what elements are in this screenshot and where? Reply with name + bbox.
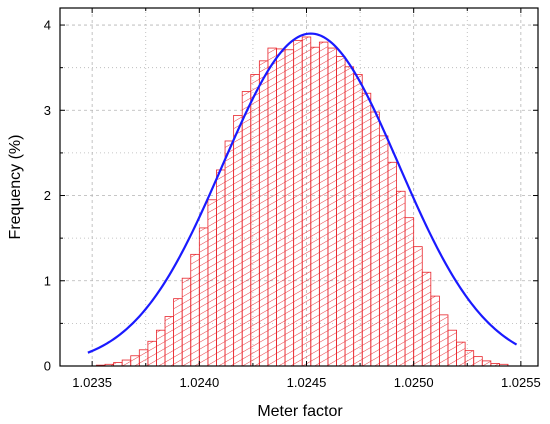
histogram-bar: [404, 217, 415, 367]
histogram-bar: [378, 135, 389, 367]
histogram-bar: [413, 246, 423, 367]
x-tick-label: 1.0245: [287, 375, 327, 390]
histogram-bar: [121, 359, 132, 367]
x-axis-title: Meter factor: [257, 403, 343, 420]
histogram-bar: [224, 140, 235, 367]
histogram-bar: [130, 355, 140, 367]
histogram-bar: [258, 60, 269, 367]
y-tick-label: 4: [44, 18, 51, 33]
x-tick-label: 1.0250: [394, 375, 434, 390]
histogram-bar: [361, 92, 372, 367]
y-tick-labels: 0 1 2 3 4: [44, 18, 51, 374]
normal-fit-curve: [87, 32, 518, 354]
histogram-bar: [293, 39, 303, 367]
histogram-bar: [481, 360, 492, 367]
y-tick-label: 3: [44, 103, 51, 118]
histogram-bar: [301, 36, 312, 367]
histogram-bars: [96, 36, 509, 367]
histogram-bar: [276, 48, 286, 367]
histogram-bar: [207, 199, 217, 367]
histogram-bar: [344, 66, 355, 367]
histogram-bar: [173, 298, 183, 367]
y-axis-title: Frequency (%): [7, 135, 24, 240]
gridlines: [60, 8, 538, 366]
plot-frame: [59, 7, 539, 367]
histogram-bar: [233, 115, 243, 367]
histogram-bar: [447, 329, 457, 367]
histogram-bar: [353, 74, 363, 367]
histogram-bar: [250, 74, 260, 367]
histogram-bar: [370, 111, 380, 367]
histogram-bar: [267, 47, 277, 367]
histogram-bar: [396, 190, 406, 367]
histogram-bar: [156, 329, 166, 367]
histogram-bar: [181, 277, 192, 367]
histogram-bar: [241, 91, 252, 367]
histogram-bar: [421, 271, 432, 367]
histogram-bar: [438, 314, 449, 367]
histogram-bar: [284, 49, 295, 367]
histogram-bar: [147, 340, 157, 367]
histogram-bar: [387, 161, 397, 367]
y-tick-label: 1: [44, 273, 51, 288]
histogram-bar: [198, 227, 209, 367]
histogram-bar: [310, 46, 320, 367]
histogram-bar: [190, 253, 200, 367]
axis-ticks: [60, 8, 538, 367]
histogram-bar: [464, 350, 475, 367]
histogram-bar: [327, 47, 337, 367]
x-tick-labels: 1.0235 1.0240 1.0245 1.0250 1.0255: [72, 375, 540, 390]
x-tick-label: 1.0235: [72, 375, 112, 390]
y-tick-label: 2: [44, 188, 51, 203]
histogram-bar: [473, 356, 483, 367]
x-tick-label: 1.0240: [179, 375, 219, 390]
x-tick-label: 1.0255: [501, 375, 541, 390]
histogram-bar: [216, 169, 226, 367]
histogram-bar: [430, 295, 440, 367]
histogram-bar: [318, 41, 329, 367]
y-tick-label: 0: [44, 359, 51, 374]
histogram-bar: [336, 56, 346, 367]
histogram-bar: [164, 316, 175, 367]
histogram-bar: [138, 349, 149, 367]
histogram-bar: [456, 341, 466, 367]
